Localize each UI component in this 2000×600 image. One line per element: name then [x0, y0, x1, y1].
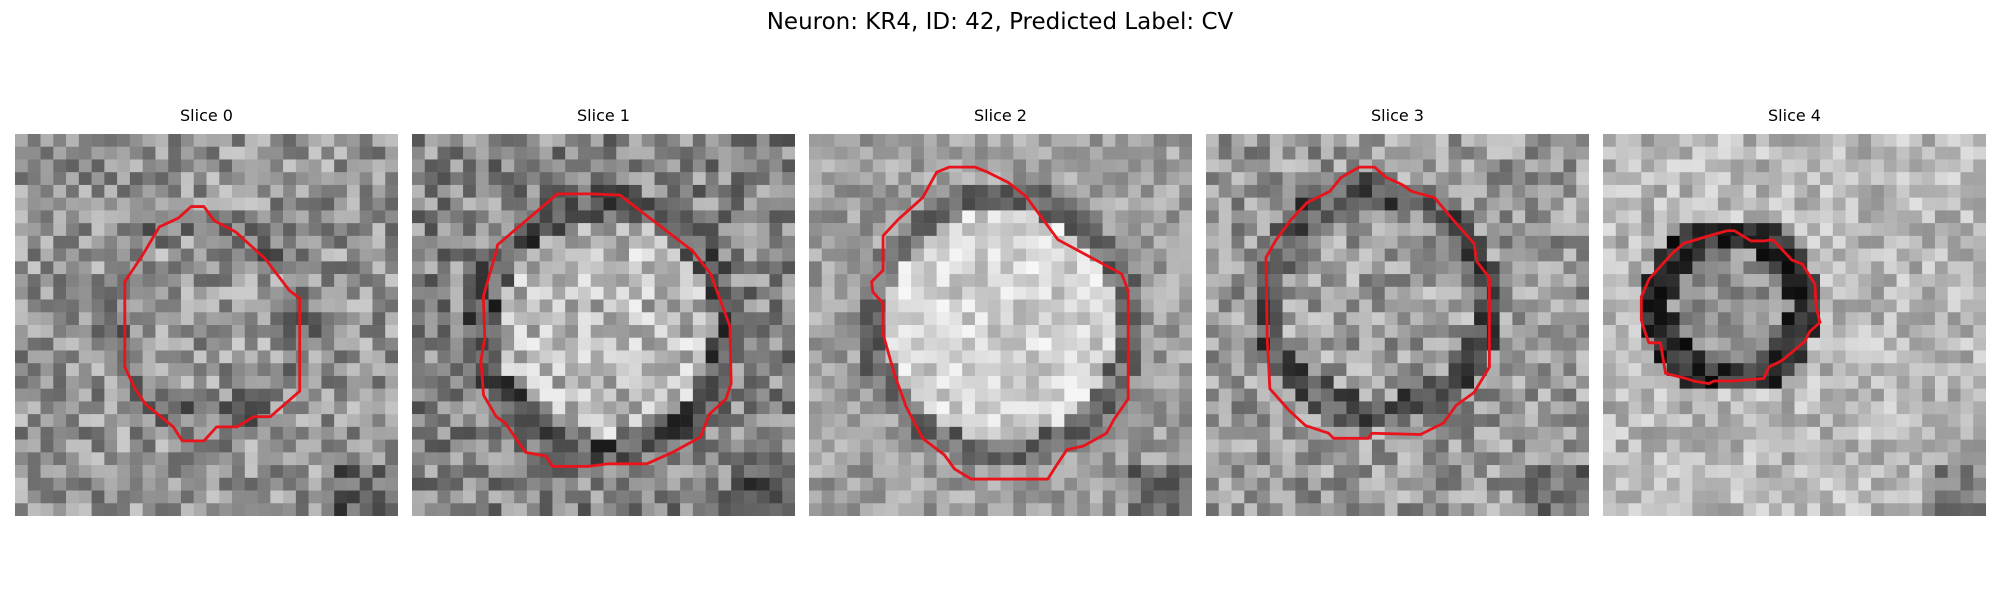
slice-2-pixels	[809, 134, 1192, 516]
slice-1-panel: Slice 1	[412, 106, 795, 516]
slice-3-contour	[1264, 165, 1491, 440]
slice-4-image	[1603, 134, 1986, 516]
slice-4-panel: Slice 4	[1603, 106, 1986, 516]
figure-title: Neuron: KR4, ID: 42, Predicted Label: CV	[766, 9, 1234, 35]
slice-0-panel: Slice 0	[15, 106, 398, 516]
slice-3-title: Slice 3	[1371, 106, 1424, 125]
slice-3-pixels	[1206, 134, 1589, 516]
slice-3-image	[1206, 134, 1589, 516]
slice-2-contour	[870, 165, 1130, 481]
slice-4-title: Slice 4	[1768, 106, 1821, 125]
slice-1-image	[412, 134, 795, 516]
slice-1-title: Slice 1	[577, 106, 630, 125]
slice-1-pixels	[412, 134, 795, 516]
slice-2-panel: Slice 2	[809, 106, 1192, 516]
slice-0-image	[15, 134, 398, 516]
slice-2-title: Slice 2	[974, 106, 1027, 125]
slice-1-contour	[479, 192, 733, 468]
slice-3-panel: Slice 3	[1206, 106, 1589, 516]
slice-0-title: Slice 0	[180, 106, 233, 125]
slice-0-contour	[123, 205, 302, 443]
slice-0-pixels	[15, 134, 398, 516]
slice-4-contour	[1639, 229, 1822, 385]
slice-4-pixels	[1603, 134, 1986, 516]
slice-2-image	[809, 134, 1192, 516]
